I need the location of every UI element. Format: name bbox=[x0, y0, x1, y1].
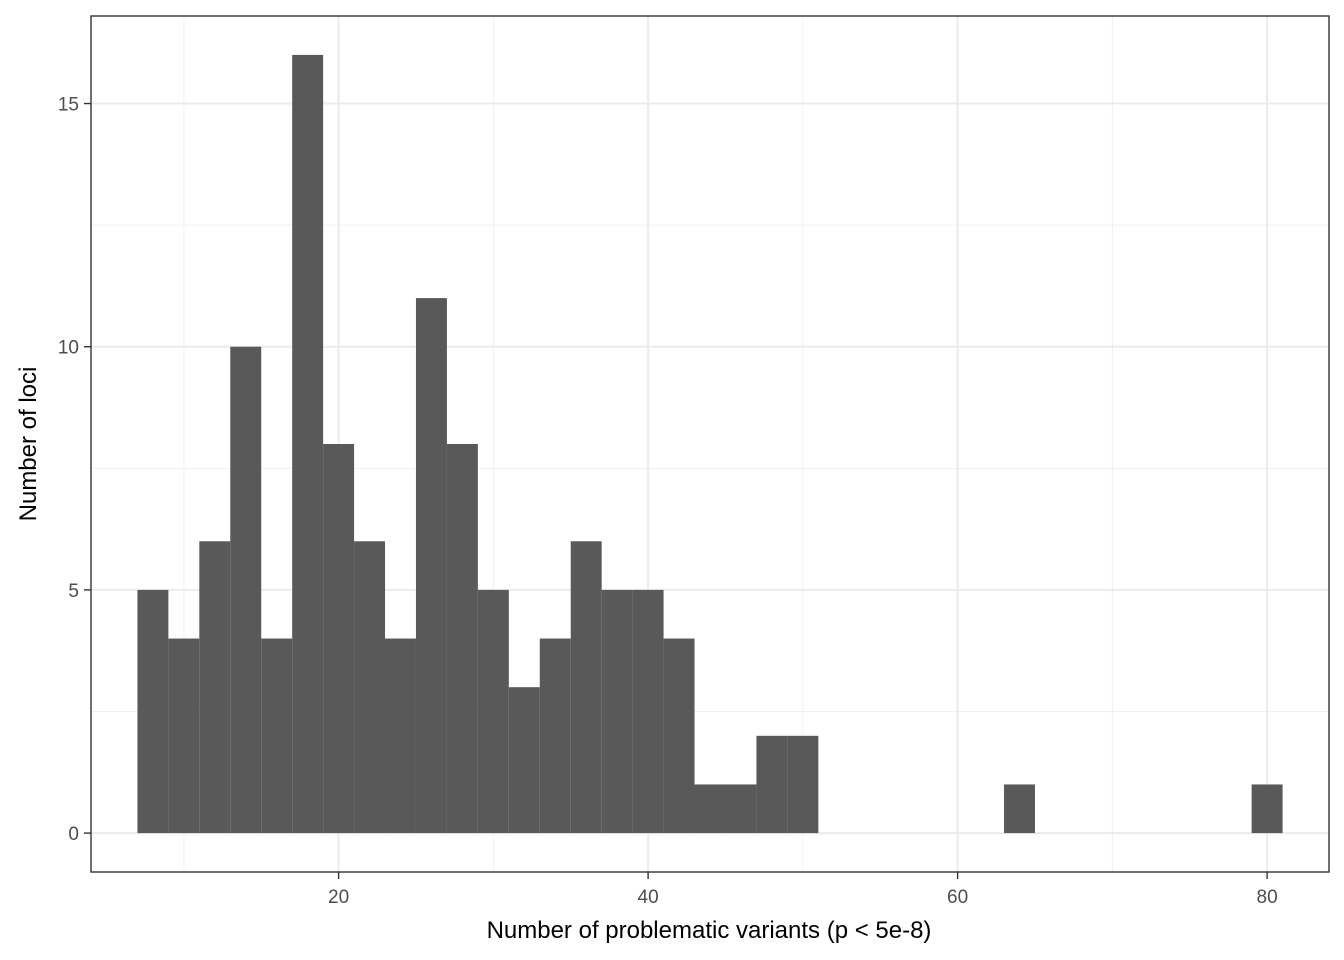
histogram-bar bbox=[1251, 784, 1283, 834]
histogram-bar bbox=[539, 638, 571, 834]
histogram-bar bbox=[477, 589, 509, 834]
histogram-bar bbox=[323, 444, 355, 834]
histogram-bar bbox=[508, 687, 540, 834]
x-tick-label: 80 bbox=[1257, 887, 1278, 908]
y-tick-label: 10 bbox=[58, 338, 79, 359]
histogram-bar bbox=[787, 735, 819, 834]
histogram-bar bbox=[632, 589, 664, 834]
x-tick-label: 60 bbox=[947, 887, 968, 908]
histogram-bar bbox=[354, 541, 386, 834]
histogram-bar bbox=[1004, 784, 1035, 834]
histogram-bar bbox=[694, 784, 726, 834]
histogram-bar bbox=[446, 444, 478, 834]
histogram-bar bbox=[168, 638, 200, 834]
x-axis-title: Number of problematic variants (p < 5e-8… bbox=[487, 917, 932, 944]
y-axis-title: Number of loci bbox=[15, 367, 42, 522]
histogram-bar bbox=[570, 541, 602, 834]
histogram-bar bbox=[137, 589, 169, 834]
histogram-bar bbox=[385, 638, 416, 834]
y-tick-label: 5 bbox=[68, 581, 79, 602]
y-axis-ticks: 0 5 10 15 bbox=[58, 95, 91, 845]
histogram-bar bbox=[725, 784, 757, 834]
histogram-bar bbox=[756, 735, 788, 834]
histogram-bars bbox=[137, 54, 1283, 834]
histogram-bar bbox=[261, 638, 293, 834]
panel-border bbox=[90, 15, 1330, 873]
y-tick-label: 15 bbox=[58, 95, 79, 116]
histogram-bar bbox=[230, 346, 262, 834]
y-tick-label: 0 bbox=[68, 824, 79, 845]
histogram-bar bbox=[415, 298, 447, 834]
histogram-bar bbox=[601, 589, 633, 834]
x-axis-ticks: 20 40 60 80 bbox=[328, 872, 1278, 908]
x-tick-label: 40 bbox=[638, 887, 659, 908]
histogram-bar bbox=[663, 638, 695, 834]
histogram-bar bbox=[292, 54, 324, 834]
x-tick-label: 20 bbox=[328, 887, 349, 908]
histogram-bar bbox=[199, 541, 231, 834]
